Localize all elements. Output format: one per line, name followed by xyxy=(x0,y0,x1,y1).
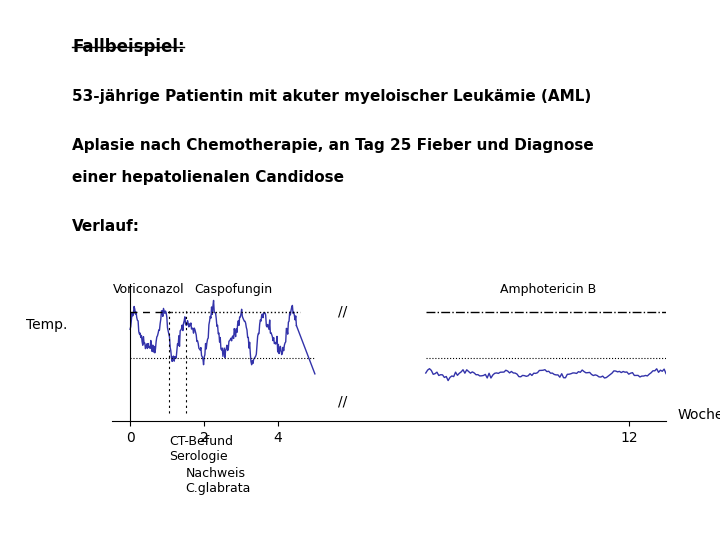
Text: Fallbeispiel:: Fallbeispiel: xyxy=(72,38,184,56)
Text: Amphotericin B: Amphotericin B xyxy=(500,283,596,296)
Text: Nachweis
C.glabrata: Nachweis C.glabrata xyxy=(186,467,251,495)
Text: CT-Befund
Serologie: CT-Befund Serologie xyxy=(169,435,233,463)
Text: Aplasie nach Chemotherapie, an Tag 25 Fieber und Diagnose: Aplasie nach Chemotherapie, an Tag 25 Fi… xyxy=(72,138,594,153)
Text: //: // xyxy=(338,394,347,408)
Text: 53-jährige Patientin mit akuter myeloischer Leukämie (AML): 53-jährige Patientin mit akuter myeloisc… xyxy=(72,89,591,104)
Text: Voriconazol: Voriconazol xyxy=(113,283,184,296)
Text: Temp.: Temp. xyxy=(26,318,67,332)
Text: Caspofungin: Caspofungin xyxy=(194,283,273,296)
Text: Verlauf:: Verlauf: xyxy=(72,219,140,234)
Text: Woche: Woche xyxy=(677,408,720,422)
Text: einer hepatolienalen Candidose: einer hepatolienalen Candidose xyxy=(72,170,344,185)
Text: //: // xyxy=(338,305,347,319)
